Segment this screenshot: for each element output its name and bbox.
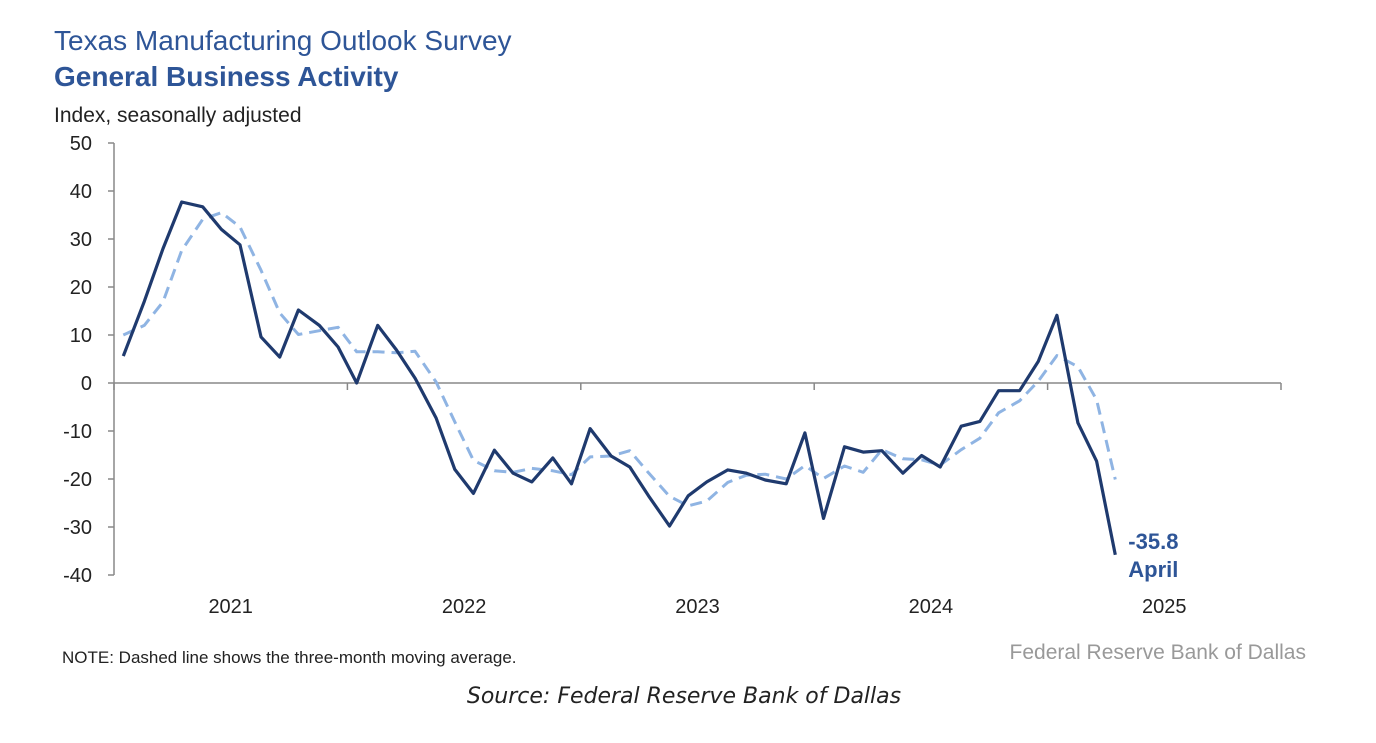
x-tick-label: 2023	[675, 596, 720, 618]
data-label: -35.8	[1128, 529, 1178, 554]
y-tick-label: -20	[63, 469, 92, 491]
annotation: April	[1128, 557, 1178, 582]
x-tick-label: 2021	[208, 596, 253, 618]
note: NOTE: Dashed line shows the three-month …	[62, 648, 517, 667]
credit: Federal Reserve Bank of Dallas	[1010, 641, 1306, 664]
moving-average-line	[122, 211, 1117, 508]
y-axis-label: Index, seasonally adjusted	[54, 104, 302, 127]
y-tick-label: 20	[70, 277, 92, 299]
y-tick-label: -10	[63, 421, 92, 443]
source: Source: Federal Reserve Bank of Dallas	[467, 684, 901, 709]
chart-subtitle: General Business Activity	[54, 61, 399, 92]
y-tick-label: -30	[63, 517, 92, 539]
y-tick-label: 40	[70, 181, 92, 203]
y-tick-label: 0	[81, 373, 92, 395]
x-tick-label: 2024	[909, 596, 954, 618]
y-tick-label: -40	[63, 565, 92, 587]
y-tick-label: 10	[70, 325, 92, 347]
chart-title: Texas Manufacturing Outlook Survey	[54, 25, 512, 56]
y-tick-label: 50	[70, 133, 92, 155]
x-tick-label: 2025	[1142, 596, 1187, 618]
index-line	[121, 200, 1117, 556]
x-tick-label: 2022	[442, 596, 487, 618]
y-tick-label: 30	[70, 229, 92, 251]
